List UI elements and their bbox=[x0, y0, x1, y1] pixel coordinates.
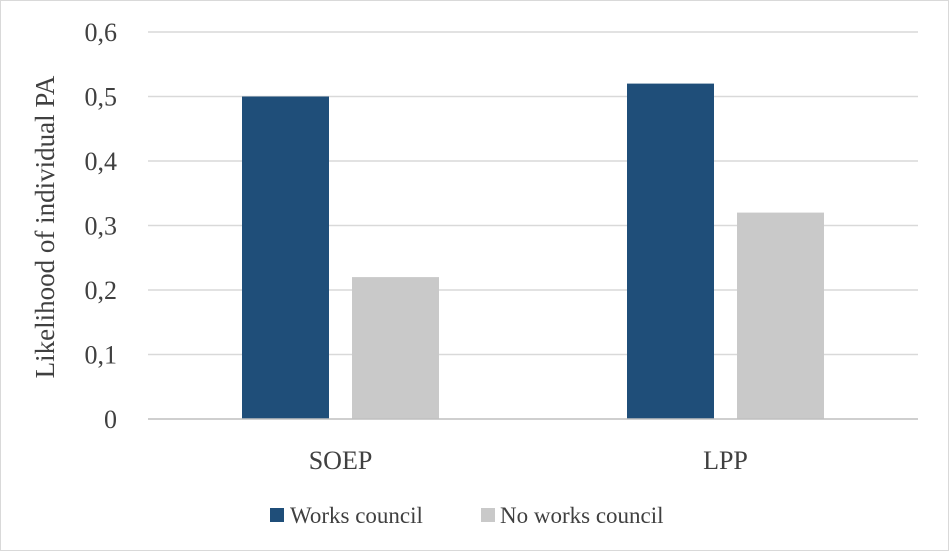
y-tick-label: 0,1 bbox=[85, 341, 118, 370]
y-tick-label: 0,2 bbox=[85, 276, 118, 305]
category-label: SOEP bbox=[309, 446, 373, 475]
bar-lpp-no-works-council bbox=[737, 212, 824, 419]
y-tick-label: 0 bbox=[104, 405, 117, 434]
y-tick-label: 0,6 bbox=[85, 18, 118, 47]
legend: Works council No works council bbox=[270, 503, 664, 528]
bars bbox=[242, 83, 824, 419]
y-tick-label: 0,4 bbox=[85, 147, 118, 176]
category-label: LPP bbox=[703, 446, 748, 475]
y-axis-label: Likelihood of individual PA bbox=[30, 75, 60, 378]
legend-swatch bbox=[270, 508, 284, 522]
y-tick-labels: 0 0,1 0,2 0,3 0,4 0,5 0,6 bbox=[85, 18, 118, 434]
y-tick-label: 0,3 bbox=[85, 212, 118, 241]
legend-label: Works council bbox=[290, 503, 423, 528]
bar-lpp-works-council bbox=[627, 83, 714, 419]
bar-soep-works-council bbox=[242, 96, 329, 419]
y-tick-label: 0,5 bbox=[85, 83, 118, 112]
bar-soep-no-works-council bbox=[352, 277, 439, 419]
legend-label: No works council bbox=[500, 503, 664, 528]
legend-swatch bbox=[481, 508, 495, 522]
category-labels: SOEP LPP bbox=[309, 446, 748, 475]
